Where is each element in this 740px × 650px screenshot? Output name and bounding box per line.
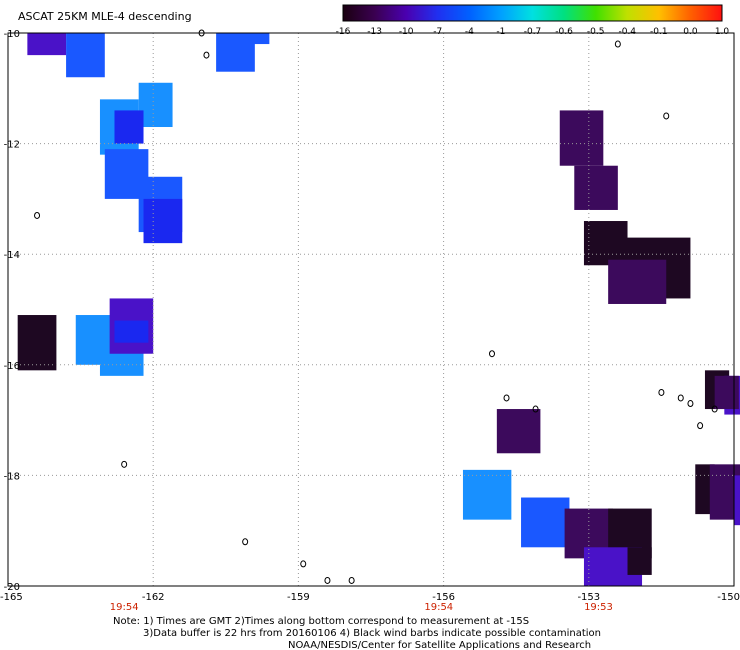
island <box>242 538 249 546</box>
island <box>658 388 665 396</box>
island <box>614 40 621 48</box>
colorbar-label: -16 <box>336 27 351 37</box>
colorbar-label: -10 <box>399 27 414 37</box>
time-label: 19:54 <box>110 602 139 613</box>
colorbar-label: -7 <box>433 27 442 37</box>
lat-tick-label: -12 <box>4 140 20 151</box>
map-frame <box>7 32 735 587</box>
island <box>503 394 510 402</box>
data-cells <box>17 33 740 586</box>
colorbar: -16 -13 -10 -7 -4 -1 -0.7 -0.6 -0.5 -0.4 -0.1 0.0 1.… <box>336 4 730 37</box>
data-cell <box>138 82 173 128</box>
grid-lines <box>8 33 734 586</box>
data-cell <box>496 409 541 454</box>
note-line-1: Note: 1) Times are GMT 2)Times along bot… <box>113 616 529 627</box>
data-cell <box>114 110 144 144</box>
lon-tick-label: -150 <box>717 592 740 603</box>
latitude-tick-labels: -10 -12 -14 -16 -18 -20 <box>4 29 20 593</box>
data-cell <box>574 165 618 210</box>
lon-tick-label: -153 <box>577 592 600 603</box>
data-cell <box>216 33 255 72</box>
island <box>532 405 539 413</box>
time-labels: 19:54 19:54 19:53 <box>110 602 613 613</box>
data-cell <box>462 469 512 520</box>
note-line-3: NOAA/NESDIS/Center for Satellite Applica… <box>288 640 591 650</box>
lon-tick-label: -165 <box>0 592 23 603</box>
colorbar-label: -0.1 <box>650 27 668 37</box>
colorbar-label: -0.4 <box>618 27 636 37</box>
colorbar-label: 1.0 <box>715 27 730 37</box>
longitude-tick-labels: -165 -162 -159 -156 -153 -150 <box>0 592 740 603</box>
island <box>663 112 670 120</box>
lat-tick-label: -18 <box>4 471 20 482</box>
lon-tick-label: -156 <box>432 592 455 603</box>
data-cell <box>114 320 149 343</box>
colorbar-ramp <box>342 4 723 22</box>
lon-tick-label: -162 <box>142 592 165 603</box>
island <box>300 560 307 568</box>
island <box>348 576 355 584</box>
data-cell <box>627 547 652 575</box>
colorbar-label: -0.7 <box>524 27 542 37</box>
map-title: ASCAT 25KM MLE-4 descending <box>18 10 192 23</box>
time-label: 19:54 <box>424 602 453 613</box>
lat-tick-label: -16 <box>4 361 20 372</box>
data-cell <box>17 315 57 371</box>
data-cell <box>27 33 67 56</box>
data-cell <box>608 259 667 304</box>
data-cell <box>734 475 740 526</box>
lat-tick-label: -14 <box>4 250 20 261</box>
lon-tick-label: -159 <box>287 592 310 603</box>
island <box>697 422 704 430</box>
colorbar-label: -0.6 <box>555 27 573 37</box>
data-cell <box>714 375 739 410</box>
note-line-2: 3)Data buffer is 22 hrs from 20160106 4)… <box>143 628 601 639</box>
data-cell <box>521 497 570 548</box>
colorbar-label: -13 <box>367 27 382 37</box>
data-cell <box>559 110 604 166</box>
lat-tick-label: -10 <box>4 29 20 40</box>
island <box>489 350 495 358</box>
island <box>711 405 718 413</box>
colorbar-label: -0.5 <box>587 27 605 37</box>
colorbar-label: -4 <box>465 27 474 37</box>
colorbar-label: -1 <box>496 27 505 37</box>
island <box>203 51 210 59</box>
colorbar-label: 0.0 <box>683 27 698 37</box>
island <box>121 460 128 468</box>
island <box>34 211 41 219</box>
time-label: 19:53 <box>584 602 613 613</box>
lat-tick-label: -20 <box>4 582 20 593</box>
data-cell <box>66 33 105 78</box>
data-cell <box>143 198 183 244</box>
island <box>687 400 694 408</box>
island <box>677 394 684 402</box>
island <box>324 576 331 584</box>
